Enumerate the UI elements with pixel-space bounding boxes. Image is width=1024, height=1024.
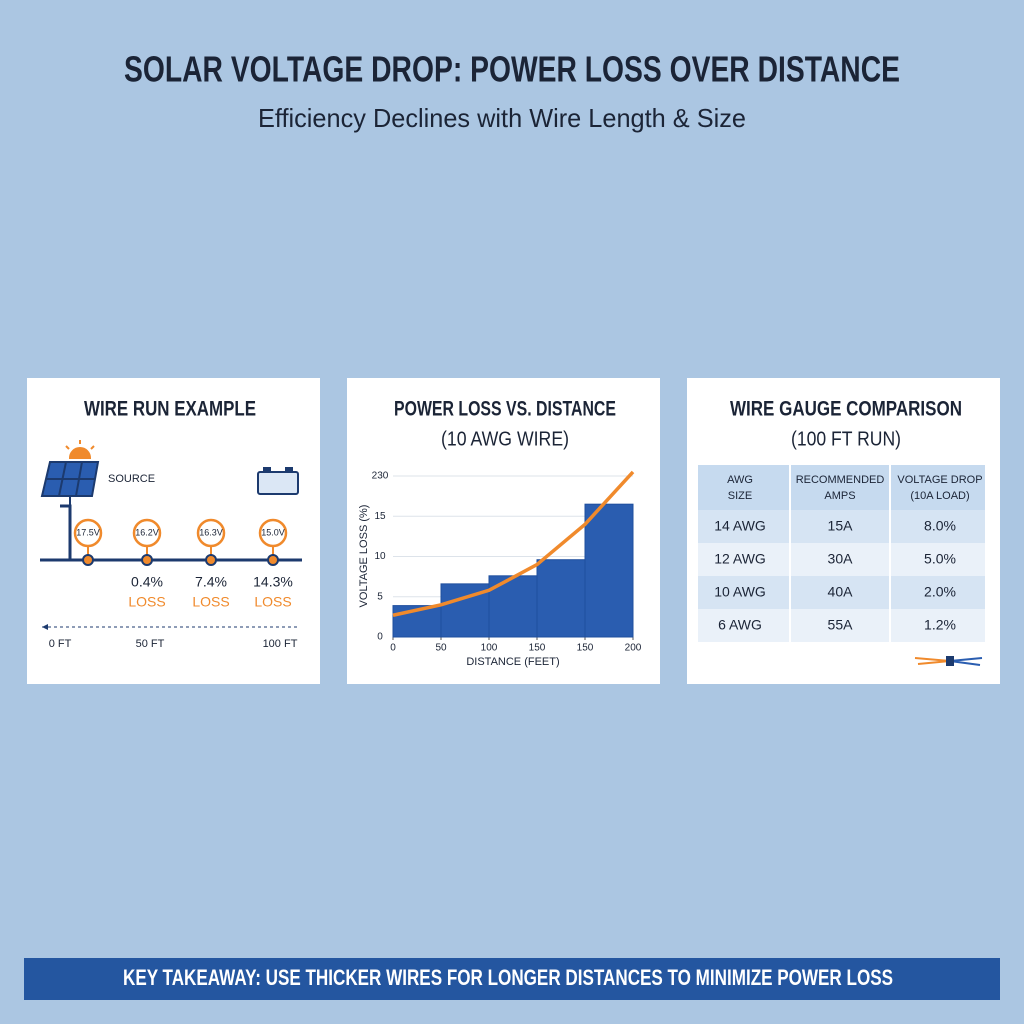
y-tick-label: 10	[374, 551, 386, 562]
title: SOLAR VOLTAGE DROP: POWER LOSS OVER DIST…	[124, 49, 900, 90]
table-row-bg	[698, 510, 985, 543]
table-cell: 15A	[828, 518, 854, 534]
voltage-label: 15.0V	[261, 527, 285, 537]
table-cell: 10 AWG	[714, 584, 766, 600]
y-tick-label: 15	[374, 511, 386, 522]
source-label: SOURCE	[108, 473, 155, 485]
y-tick-label: 5	[377, 591, 383, 602]
node	[267, 554, 279, 566]
table-cell: 14 AWG	[714, 518, 766, 534]
table-header: VOLTAGE DROP	[897, 474, 982, 486]
voltage-label: 16.3V	[199, 527, 223, 537]
subtitle: Efficiency Declines with Wire Length & S…	[258, 103, 746, 133]
bar	[584, 503, 634, 638]
table-row-bg	[698, 609, 985, 642]
x-tick-label: 50	[435, 643, 447, 654]
distance-label: 100 FT	[263, 638, 298, 650]
arrow-head	[42, 624, 48, 630]
loss-word: LOSS	[254, 594, 291, 610]
table-cell: 12 AWG	[714, 551, 766, 567]
distance-label: 50 FT	[136, 638, 165, 650]
panel-title: WIRE RUN EXAMPLE	[84, 398, 256, 421]
table-header: AMPS	[824, 490, 855, 502]
loss-value: 0.4%	[131, 574, 163, 590]
table-subtitle: (100 FT RUN)	[791, 428, 901, 450]
loss-word: LOSS	[128, 594, 165, 610]
table-cell: 8.0%	[924, 518, 956, 534]
loss-value: 7.4%	[195, 574, 227, 590]
loss-word: LOSS	[192, 594, 229, 610]
x-tick-label: 100	[481, 643, 498, 654]
voltage-badge	[258, 518, 288, 548]
voltage-label: 16.2V	[135, 527, 159, 537]
chart-title: POWER LOSS VS. DISTANCE	[394, 398, 616, 421]
table-header: (10A LOAD)	[910, 490, 969, 502]
table-header: AWG	[727, 474, 753, 486]
table-cell: 30A	[828, 551, 854, 567]
table-cell: 40A	[828, 584, 854, 600]
table-cell: 6 AWG	[718, 617, 762, 633]
solar-panel-icon	[40, 461, 100, 506]
wire-icon	[914, 656, 983, 666]
voltage-badge	[196, 518, 226, 548]
table-cell: 5.0%	[924, 551, 956, 567]
voltage-label: 17.5V	[76, 527, 100, 537]
table-title: WIRE GAUGE COMPARISON	[730, 398, 962, 421]
x-tick-label: 150	[529, 643, 546, 654]
loss-value: 14.3%	[253, 574, 293, 590]
sun-icon	[65, 440, 95, 459]
battery-icon	[257, 467, 299, 495]
table-cell: 1.2%	[924, 617, 956, 633]
x-tick-label: 200	[625, 643, 642, 654]
loss-curve	[392, 470, 635, 617]
footer-bar	[24, 958, 1000, 1000]
table-header: SIZE	[728, 490, 752, 502]
voltage-badge	[132, 518, 162, 548]
table-cell: 2.0%	[924, 584, 956, 600]
node	[82, 554, 94, 566]
table-header-bg	[698, 465, 985, 510]
y-tick-label: 0	[377, 632, 383, 643]
voltage-badge	[73, 518, 103, 548]
y-tick-label: 230	[372, 471, 389, 482]
table-row-bg	[698, 543, 985, 576]
x-tick-label: 150	[577, 643, 594, 654]
table-header: RECOMMENDED	[796, 474, 885, 486]
node	[205, 554, 217, 566]
y-axis-label: VOLTAGE LOSS (%)	[358, 505, 370, 608]
table-row-bg	[698, 576, 985, 609]
takeaway: KEY TAKEAWAY: USE THICKER WIRES FOR LONG…	[123, 965, 893, 990]
x-tick-label: 0	[390, 643, 396, 654]
table-cell: 55A	[828, 617, 854, 633]
node	[141, 554, 153, 566]
distance-label: 0 FT	[49, 638, 72, 650]
chart-subtitle: (10 AWG WIRE)	[441, 428, 569, 450]
x-axis-label: DISTANCE (FEET)	[466, 656, 559, 668]
bar	[536, 559, 586, 638]
